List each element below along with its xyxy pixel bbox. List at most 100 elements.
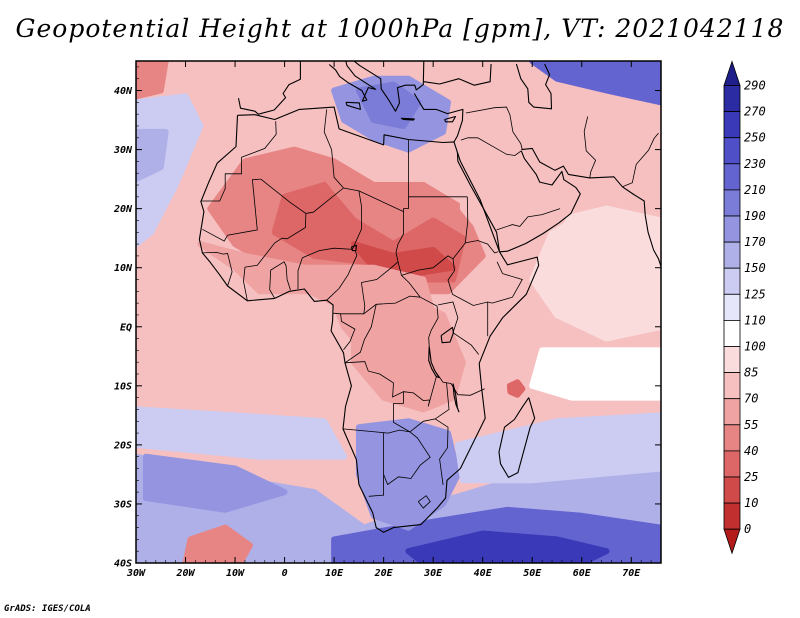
italy-coast [328, 61, 377, 102]
colorbar-label: 250 [744, 131, 766, 145]
map-title: Geopotential Height at 1000hPa [gpm], VT… [15, 14, 785, 43]
border-western-sahara [200, 163, 242, 202]
lat-tick-label: EQ [120, 322, 132, 333]
lon-tick-label: 10W [226, 568, 245, 579]
colorbar-label: 40 [744, 444, 758, 458]
lon-tick-label: 70E [622, 568, 641, 579]
border-algeria-tunisia-libya [323, 109, 344, 189]
lake-victoria [440, 326, 455, 344]
region-southwest-warm-blob [182, 524, 253, 563]
colorbar-label: 100 [744, 340, 766, 354]
border-iraq-syria-iran [465, 106, 523, 150]
lat-tick-label: 30S [113, 499, 132, 510]
balkans-coast [353, 61, 425, 112]
colorbar-label: 210 [744, 183, 766, 197]
colorbar-box [723, 372, 741, 400]
colorbar-label: 170 [744, 235, 766, 249]
lat-tick-label: 20S [113, 440, 132, 451]
caspian-coast [515, 63, 553, 110]
region-atlantic-pale-band [136, 406, 347, 460]
colorbar-box [723, 137, 741, 165]
lat-tick-label: 30N [113, 145, 133, 156]
persian-gulf-coast [521, 147, 623, 188]
lake-tanganyika [428, 346, 440, 379]
colorbar-label: 10 [744, 496, 758, 510]
colorbar-min-arrow [723, 528, 741, 555]
region-indian-ocean-white [529, 347, 661, 401]
border-chad-car [361, 261, 399, 283]
region-congo-warm [350, 294, 466, 413]
colorbar-box [723, 163, 741, 191]
border-guinea-ivory [243, 267, 248, 301]
height-field [136, 61, 661, 563]
colorbar-label: 125 [744, 287, 766, 301]
border-congo-drc [344, 304, 377, 364]
colorbar-label: 150 [744, 261, 766, 275]
colorbar-box [723, 450, 741, 478]
lat-tick-label: 40S [114, 559, 132, 570]
border-eritrea-ethiopia [465, 240, 499, 254]
colorbar-label: 0 [744, 522, 751, 536]
border-botswana-east [383, 431, 431, 486]
border-pakistan-india [622, 132, 659, 188]
border-arabia-borders [460, 137, 522, 156]
colorbar-box [723, 215, 741, 243]
lake-malawi [452, 383, 460, 413]
sicily-coast [345, 101, 361, 110]
border-libya-chad-sudan [343, 187, 409, 213]
colorbar-box [723, 424, 741, 452]
border-ghana-borders [269, 261, 291, 299]
border-yemen-saudi [496, 208, 561, 231]
india-coast [622, 186, 661, 267]
colorbar-box [723, 319, 741, 347]
lon-axis: 30W 20W 10W 0 10E 20E 30E 40E 50E 60E 70E [126, 61, 662, 579]
lon-tick-label: 30W [126, 568, 146, 579]
colorbar-box [723, 346, 741, 374]
region-north-atlantic-warm [136, 61, 169, 100]
border-nigeria-benin [297, 257, 303, 289]
lon-tick-label: 50E [523, 568, 542, 579]
colorbar-box [723, 111, 741, 139]
border-tanzania-south [434, 370, 485, 396]
lon-tick-label: 20W [175, 568, 195, 579]
colorbar: 2902702502302101901701501251101008570554… [723, 60, 766, 555]
colorbar-box [723, 476, 741, 504]
colorbar-label: 110 [744, 313, 766, 327]
region-atlantic-blue-patch [142, 453, 288, 513]
border-south-sudan [401, 255, 454, 276]
border-ethiopia-somalia [462, 261, 523, 306]
region-mozambique-pale [454, 412, 661, 484]
grads-credit: GrADS: IGES/COLA [4, 604, 91, 614]
border-niger-chad [352, 190, 362, 250]
coastlines [198, 61, 661, 533]
arabia-coast [456, 150, 581, 253]
lon-tick-label: 0 [282, 568, 288, 579]
colorbar-box [723, 189, 741, 217]
country-borders [200, 106, 659, 509]
lon-tick-label: 20E [374, 568, 394, 579]
anatolia-coast [413, 93, 464, 143]
border-drc-east [420, 296, 439, 347]
border-mali-niger-burkina [244, 213, 307, 268]
crete-coast [400, 117, 415, 121]
border-nigeria-cameroon [326, 249, 358, 301]
colorbar-box [723, 241, 741, 269]
border-drc-angola [344, 361, 404, 404]
lon-tick-label: 10E [325, 568, 344, 579]
border-mozambique-interior [434, 418, 449, 486]
madagascar-coast [498, 397, 536, 478]
lat-tick-label: 10N [114, 263, 133, 274]
colorbar-label: 230 [744, 157, 766, 171]
lat-axis: 40N 30N 20N 10N EQ 10S 20S 30S 40S [113, 66, 661, 570]
colorbar-box [723, 267, 741, 295]
border-niger-nigeria [302, 247, 353, 259]
lon-tick-label: 30E [423, 568, 443, 579]
border-mauritania-mali [202, 178, 261, 242]
border-car-drc [363, 295, 421, 315]
lat-tick-label: 10S [114, 381, 132, 392]
colorbar-label: 25 [744, 470, 758, 484]
border-west-coast-states [202, 251, 233, 287]
border-gabon-congo [340, 313, 356, 351]
africa-coast [198, 106, 540, 533]
